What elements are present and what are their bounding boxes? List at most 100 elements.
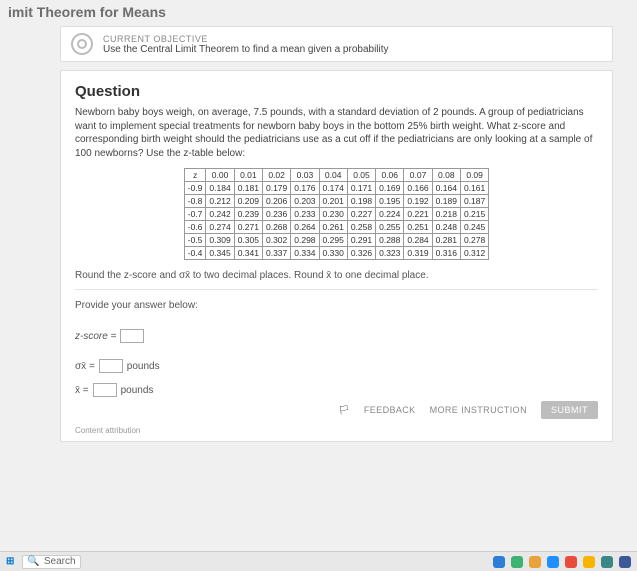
tray-icon[interactable] [511,556,523,568]
ztable-cell: 0.281 [432,234,460,247]
ztable-cell: 0.305 [234,234,262,247]
taskbar: ⊞ 🔍 Search [0,551,637,571]
zscore-input[interactable] [120,329,144,343]
ztable-cell: 0.326 [347,247,375,260]
ztable-cell: 0.261 [319,221,347,234]
objective-text: Use the Central Limit Theorem to find a … [103,44,389,55]
ztable-cell: 0.209 [234,195,262,208]
ztable-cell: 0.161 [460,182,488,195]
ztable-cell: 0.174 [319,182,347,195]
ztable-cell: 0.274 [206,221,234,234]
ztable-cell: 0.291 [347,234,375,247]
flag-icon: 🏳 [338,405,349,416]
ztable-cell: 0.316 [432,247,460,260]
sigma-unit: pounds [127,361,160,372]
ztable-cell: 0.227 [347,208,375,221]
sigma-label: σx̄ = [75,361,95,372]
tray-icon[interactable] [619,556,631,568]
ztable-cell: 0.258 [347,221,375,234]
ztable-cell: 0.233 [291,208,319,221]
tray-icon[interactable] [583,556,595,568]
ztable-cell: 0.218 [432,208,460,221]
ztable-cell: 0.201 [319,195,347,208]
ztable-cell: 0.268 [262,221,290,234]
sigma-input[interactable] [99,359,123,373]
ztable-cell: 0.334 [291,247,319,260]
more-instruction-link[interactable]: MORE INSTRUCTION [430,405,527,415]
ztable-head-cell: 0.01 [234,169,262,182]
ztable-cell: 0.278 [460,234,488,247]
ztable-head-cell: 0.09 [460,169,488,182]
objective-bar: CURRENT OBJECTIVE Use the Central Limit … [60,26,613,62]
content-attribution: Content attribution [75,426,140,435]
ztable-cell: 0.255 [376,221,404,234]
ztable-cell: 0.248 [432,221,460,234]
ztable-cell: 0.330 [319,247,347,260]
ztable-cell: 0.230 [319,208,347,221]
ztable-cell: 0.166 [404,182,432,195]
ztable-cell: 0.206 [262,195,290,208]
xbar-row: x̄ = pounds [75,383,598,397]
ztable-cell: 0.198 [347,195,375,208]
ztable-cell: 0.284 [404,234,432,247]
ztable-cell: 0.302 [262,234,290,247]
ztable-head-cell: 0.06 [376,169,404,182]
question-heading: Question [75,83,598,100]
xbar-label: x̄ = [75,385,89,396]
ztable-cell: -0.7 [184,208,206,221]
ztable-cell: 0.271 [234,221,262,234]
ztable-head-cell: z [184,169,206,182]
ztable-cell: 0.309 [206,234,234,247]
tray-icon[interactable] [601,556,613,568]
ztable-cell: 0.215 [460,208,488,221]
provide-answer-label: Provide your answer below: [75,300,598,311]
ztable-cell: 0.192 [404,195,432,208]
submit-button[interactable]: SUBMIT [541,401,598,419]
ztable-cell: 0.224 [376,208,404,221]
ztable-cell: 0.319 [404,247,432,260]
ztable-cell: -0.4 [184,247,206,260]
ztable-head-cell: 0.02 [262,169,290,182]
ztable-cell: -0.6 [184,221,206,234]
ztable-head-cell: 0.08 [432,169,460,182]
ztable-cell: 0.236 [262,208,290,221]
system-tray [493,556,631,568]
tray-icon[interactable] [547,556,559,568]
tray-icon[interactable] [493,556,505,568]
tray-icon[interactable] [565,556,577,568]
search-placeholder: Search [44,556,76,567]
ztable-head-cell: 0.03 [291,169,319,182]
xbar-input[interactable] [93,383,117,397]
ztable-cell: 0.312 [460,247,488,260]
ztable-cell: 0.345 [206,247,234,260]
ztable-cell: 0.295 [319,234,347,247]
ztable-cell: -0.8 [184,195,206,208]
search-icon: 🔍 [27,556,39,567]
ztable-cell: 0.181 [234,182,262,195]
sigma-row: σx̄ = pounds [75,359,598,373]
rounding-instruction: Round the z-score and σx̄ to two decimal… [75,270,598,281]
ztable-cell: 0.176 [291,182,319,195]
ztable-cell: 0.264 [291,221,319,234]
feedback-link[interactable]: FEEDBACK [364,405,416,415]
ztable-cell: 0.179 [262,182,290,195]
tray-icon[interactable] [529,556,541,568]
ztable-cell: 0.221 [404,208,432,221]
ztable-cell: 0.187 [460,195,488,208]
question-body: Newborn baby boys weigh, on average, 7.5… [75,106,598,160]
ztable-cell: -0.5 [184,234,206,247]
ztable-cell: 0.323 [376,247,404,260]
ztable-cell: 0.203 [291,195,319,208]
ztable-cell: 0.251 [404,221,432,234]
ztable-cell: 0.245 [460,221,488,234]
objective-label: CURRENT OBJECTIVE [103,34,389,44]
taskbar-search[interactable]: 🔍 Search [22,555,80,569]
ztable-cell: 0.212 [206,195,234,208]
start-icon[interactable]: ⊞ [6,556,14,567]
ztable-cell: 0.239 [234,208,262,221]
ztable-head-cell: 0.00 [206,169,234,182]
page-title: imit Theorem for Means [0,0,637,26]
ztable-head-cell: 0.05 [347,169,375,182]
ztable-cell: 0.171 [347,182,375,195]
action-row: 🏳 FEEDBACK MORE INSTRUCTION SUBMIT [338,401,598,419]
